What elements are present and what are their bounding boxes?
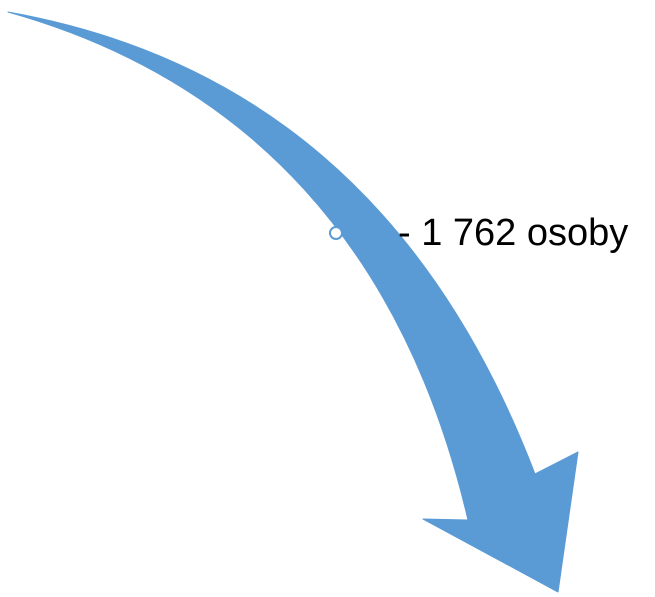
change-label: - 1 762 osoby	[398, 212, 629, 254]
curved-down-arrow-icon[interactable]	[7, 11, 579, 593]
shape-handle-icon[interactable]	[329, 226, 343, 240]
